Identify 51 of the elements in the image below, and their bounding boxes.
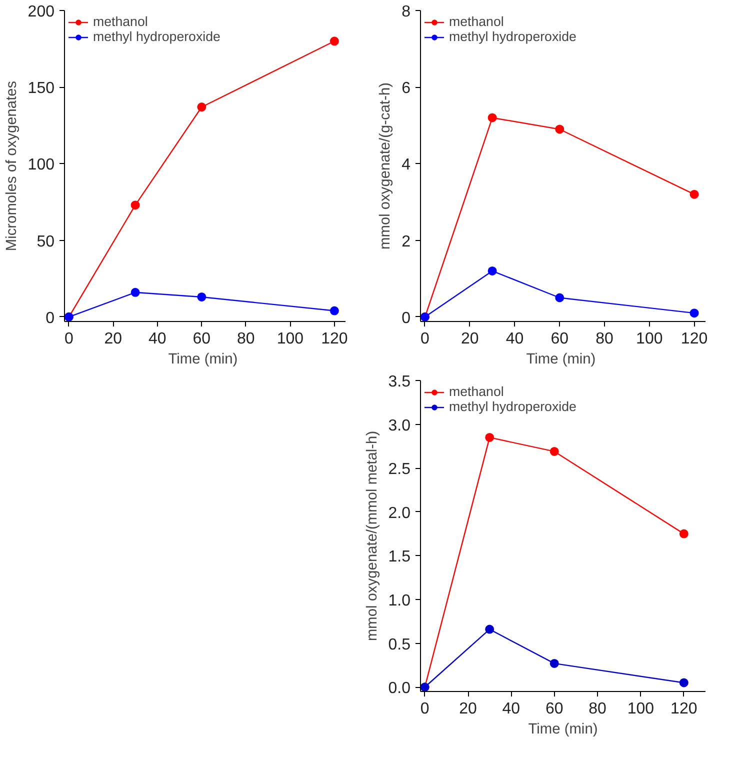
y-tick-label: 100 xyxy=(28,156,55,174)
x-tick-label: 80 xyxy=(588,700,607,718)
x-tick-label: 60 xyxy=(192,330,211,348)
y-tick-label: 150 xyxy=(28,80,55,98)
y-tick-label: 2.0 xyxy=(388,504,411,522)
y-tick-label: 2.5 xyxy=(388,461,411,478)
y-tick-label: 0 xyxy=(46,310,55,327)
legend-label: methyl hydroperoxide xyxy=(93,29,220,44)
legend-label: methanol xyxy=(449,384,504,399)
y-tick-label: 3.5 xyxy=(388,374,411,390)
x-tick-label: 40 xyxy=(502,700,520,718)
x-tick-label: 80 xyxy=(596,330,614,348)
y-axis-title: mmol oxygenate/(g-cat-h) xyxy=(378,82,394,250)
legend-label: methyl hydroperoxide xyxy=(449,399,576,414)
x-tick-label: 120 xyxy=(321,330,348,348)
x-tick-label: 80 xyxy=(237,330,255,348)
x-tick-label: 100 xyxy=(276,330,304,348)
y-tick-label: 200 xyxy=(28,4,55,20)
x-tick-label: 0 xyxy=(420,330,430,348)
y-tick-label: 0.5 xyxy=(388,636,411,654)
x-tick-label: 40 xyxy=(506,330,524,348)
x-axis-title: Time (min) xyxy=(168,352,238,368)
x-tick-label: 20 xyxy=(460,330,479,348)
y-tick-label: 0 xyxy=(402,310,411,327)
x-tick-label: 20 xyxy=(104,330,122,348)
y-tick-label: 8 xyxy=(402,4,411,20)
x-tick-label: 100 xyxy=(636,330,663,348)
y-tick-label: 3.0 xyxy=(388,417,411,434)
x-tick-label: 20 xyxy=(459,700,477,718)
x-tick-label: 60 xyxy=(550,330,569,348)
x-axis-title: Time (min) xyxy=(528,722,598,738)
x-tick-label: 40 xyxy=(148,330,166,348)
y-axis-title: mmol oxygenate/(mmol metal-h) xyxy=(364,430,380,642)
y-axis-title: Micromoles of oxygenates xyxy=(4,80,20,252)
y-tick-label: 2 xyxy=(402,233,411,250)
x-tick-label: 0 xyxy=(420,700,430,718)
y-tick-label: 50 xyxy=(36,233,55,250)
y-tick-label: 1.5 xyxy=(388,548,411,566)
legend-label: methyl hydroperoxide xyxy=(449,29,576,44)
legend-label: methanol xyxy=(449,14,504,29)
y-tick-label: 0.0 xyxy=(388,680,411,698)
y-tick-label: 1.0 xyxy=(388,592,411,610)
legend-label: methanol xyxy=(93,14,148,29)
x-tick-label: 0 xyxy=(64,330,74,348)
x-tick-label: 120 xyxy=(680,330,708,348)
x-tick-label: 100 xyxy=(627,700,654,718)
y-tick-label: 4 xyxy=(402,156,411,174)
x-tick-label: 60 xyxy=(545,700,564,718)
x-tick-label: 120 xyxy=(670,700,698,718)
y-tick-label: 6 xyxy=(402,80,411,98)
x-axis-title: Time (min) xyxy=(526,352,596,368)
